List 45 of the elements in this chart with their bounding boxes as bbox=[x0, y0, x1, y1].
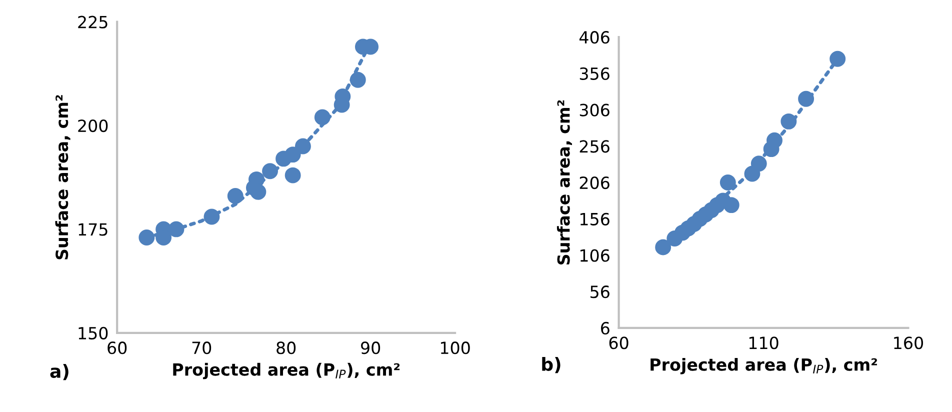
point bbox=[294, 138, 311, 154]
y-axis-title: Surface area, cm² bbox=[556, 100, 572, 264]
point bbox=[798, 90, 814, 107]
point bbox=[314, 109, 330, 126]
y-tick-label: 156 bbox=[580, 212, 610, 226]
point bbox=[204, 208, 220, 225]
y-tick-label: 150 bbox=[78, 326, 108, 340]
y-tick-label: 106 bbox=[580, 249, 610, 262]
point bbox=[350, 72, 366, 88]
y-tick-label: 306 bbox=[580, 104, 610, 116]
y-tick-label: 206 bbox=[580, 176, 610, 190]
y-tick-label: 356 bbox=[580, 67, 610, 80]
x-tick-label: 110 bbox=[749, 336, 778, 350]
text: a) bbox=[50, 364, 68, 380]
x-axis-title: Projected area (P$_{IP}$), cm² bbox=[650, 358, 877, 374]
x-tick-label: 60 bbox=[108, 342, 127, 354]
point bbox=[750, 156, 767, 172]
y-tick-label: 6 bbox=[601, 322, 610, 335]
y-tick-label: 256 bbox=[580, 140, 610, 153]
point bbox=[720, 174, 736, 190]
point bbox=[138, 230, 155, 246]
y-tick-label: 56 bbox=[590, 286, 610, 298]
point bbox=[262, 163, 278, 180]
y-tick-label: 175 bbox=[78, 223, 108, 236]
point bbox=[766, 132, 782, 148]
x-axis-title: Projected area (P$_{IP}$), cm² bbox=[173, 362, 400, 380]
x-tick-label: 160 bbox=[894, 336, 924, 350]
y-tick-label: 225 bbox=[78, 16, 108, 28]
point bbox=[284, 167, 301, 184]
y-tick-label: 406 bbox=[579, 31, 610, 44]
y-axis-title: Surface area, cm² bbox=[55, 95, 70, 260]
x-tick-label: 60 bbox=[609, 336, 628, 350]
x-tick-label: 80 bbox=[276, 342, 296, 354]
text: b) bbox=[542, 357, 560, 374]
point bbox=[655, 239, 672, 256]
y-tick-label: 200 bbox=[78, 119, 108, 132]
point bbox=[780, 113, 797, 130]
point bbox=[723, 197, 740, 214]
point bbox=[830, 50, 846, 67]
point bbox=[227, 188, 244, 204]
point bbox=[284, 146, 301, 163]
point bbox=[168, 221, 184, 238]
x-tick-label: 100 bbox=[440, 342, 470, 354]
x-tick-label: 70 bbox=[192, 342, 212, 354]
x-tick-label: 90 bbox=[361, 342, 380, 354]
